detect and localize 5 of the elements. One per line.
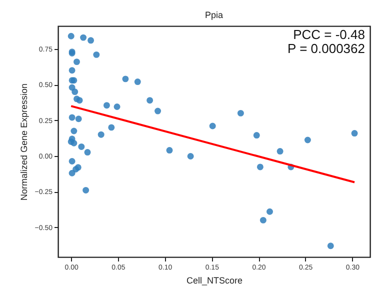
annotation: PCC = -0.48 [293,27,365,42]
annotation: P = 0.000362 [288,41,365,56]
x-axis-title: Cell_NTScore [186,276,243,286]
chart-title: Ppia [204,10,224,20]
y-axis-title: Normalized Gene Expression [18,83,29,201]
